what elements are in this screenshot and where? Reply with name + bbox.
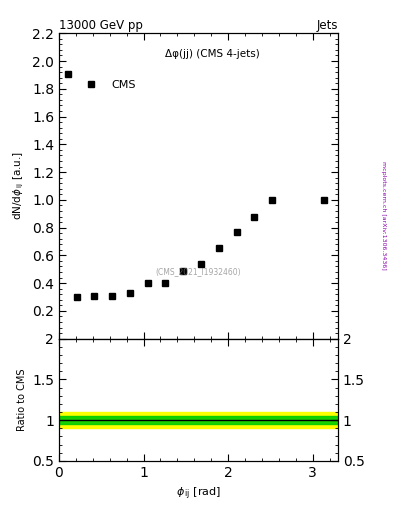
CMS <box>252 214 257 220</box>
CMS <box>92 292 97 298</box>
CMS <box>270 197 274 203</box>
Text: 13000 GeV pp: 13000 GeV pp <box>59 19 143 32</box>
Text: Δφ(jj) (CMS 4-jets): Δφ(jj) (CMS 4-jets) <box>165 49 260 58</box>
Legend: CMS: CMS <box>76 75 140 94</box>
CMS <box>322 197 327 203</box>
Y-axis label: Ratio to CMS: Ratio to CMS <box>17 369 27 431</box>
CMS <box>181 268 185 274</box>
Y-axis label: dN/d$\phi_{\rm\,ij}$ [a.u.]: dN/d$\phi_{\rm\,ij}$ [a.u.] <box>12 152 26 220</box>
CMS <box>163 280 168 286</box>
CMS <box>217 245 221 251</box>
CMS <box>145 280 150 286</box>
CMS <box>66 71 70 77</box>
CMS <box>110 292 115 298</box>
CMS <box>128 290 132 296</box>
CMS <box>198 261 203 267</box>
Line: CMS: CMS <box>64 70 328 301</box>
Text: (CMS_2021_I1932460): (CMS_2021_I1932460) <box>156 267 241 276</box>
X-axis label: $\phi_{\rm\,ij}$ [rad]: $\phi_{\rm\,ij}$ [rad] <box>176 485 221 502</box>
CMS <box>234 229 239 235</box>
Text: Jets: Jets <box>316 19 338 32</box>
CMS <box>74 294 79 300</box>
Text: mcplots.cern.ch [arXiv:1306.3436]: mcplots.cern.ch [arXiv:1306.3436] <box>381 161 386 269</box>
